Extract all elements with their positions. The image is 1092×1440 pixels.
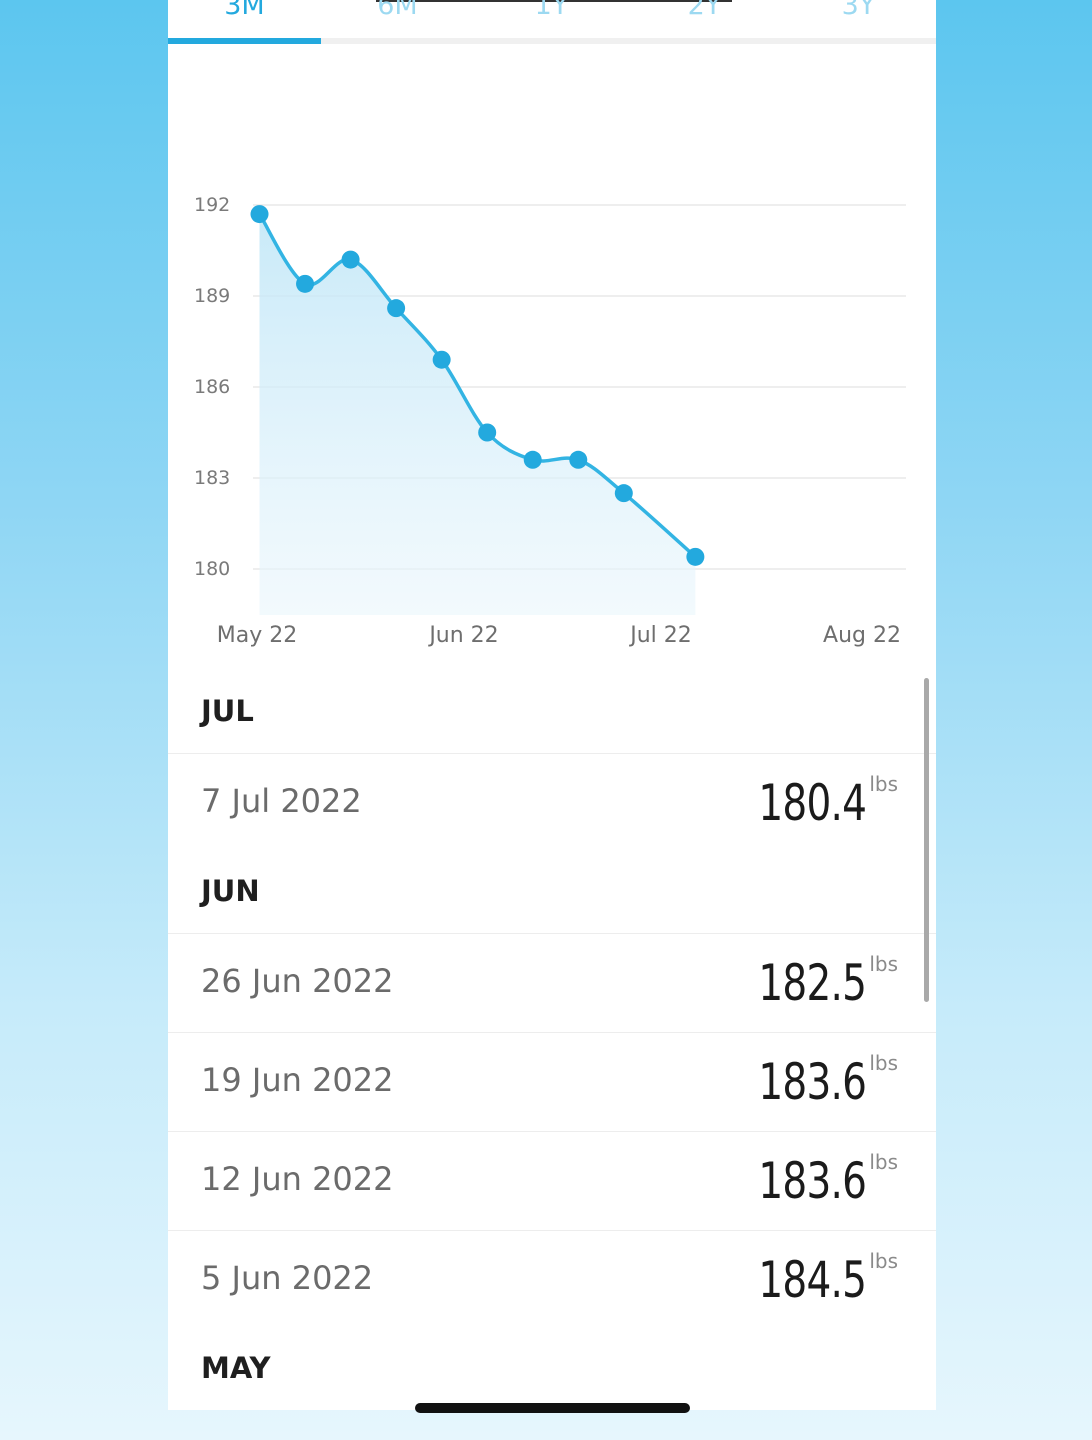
- y-tick-label: 192: [194, 194, 230, 216]
- x-tick-label: May 22: [217, 623, 297, 648]
- y-tick-label: 186: [194, 376, 230, 398]
- entry-date: 12 Jun 2022: [201, 1160, 394, 1198]
- entry-weight: 184.5: [758, 1251, 867, 1309]
- list-scrollbar[interactable]: [924, 678, 929, 1002]
- entry-unit: lbs: [869, 772, 898, 796]
- entry-date: 7 Jul 2022: [201, 782, 362, 820]
- entry-date: 26 Jun 2022: [201, 962, 394, 1000]
- tab-3y[interactable]: 3Y: [841, 0, 876, 21]
- data-point[interactable]: [569, 450, 588, 469]
- list-item[interactable]: 12 Jun 2022 183.6 lbs: [168, 1131, 936, 1230]
- entry-weight: 183.6: [758, 1053, 867, 1111]
- data-point[interactable]: [686, 547, 705, 566]
- data-point[interactable]: [432, 350, 451, 369]
- x-tick-label: Jun 22: [427, 623, 498, 648]
- tab-3m[interactable]: 3M: [224, 0, 265, 21]
- list-item[interactable]: 5 Jun 2022 184.5 lbs: [168, 1230, 936, 1329]
- section-header-may: MAY: [201, 1351, 271, 1385]
- section-header-jun: JUN: [201, 874, 260, 908]
- data-point[interactable]: [296, 274, 315, 293]
- x-tick-label: Jul 22: [628, 623, 692, 648]
- entry-date: 5 Jun 2022: [201, 1259, 374, 1297]
- tab-2y[interactable]: 2Y: [687, 0, 722, 21]
- list-item[interactable]: 19 Jun 2022 183.6 lbs: [168, 1032, 936, 1131]
- entry-weight: 180.4: [758, 774, 867, 832]
- y-tick-label: 183: [194, 467, 230, 489]
- y-tick-label: 189: [194, 285, 230, 307]
- entry-date: 19 Jun 2022: [201, 1061, 394, 1099]
- tab-active-indicator: [168, 38, 321, 44]
- data-point[interactable]: [523, 450, 542, 469]
- data-point[interactable]: [250, 205, 269, 224]
- entry-weight: 182.5: [758, 954, 867, 1012]
- y-tick-label: 180: [194, 558, 230, 580]
- entry-unit: lbs: [869, 1249, 898, 1273]
- x-tick-label: Aug 22: [823, 623, 901, 648]
- weight-history-panel: 3M 6M 1Y 2Y 3Y 192 189 186 183 180 May 22 Jun…: [168, 0, 936, 1410]
- list-item[interactable]: 7 Jul 2022 180.4 lbs: [168, 753, 936, 852]
- entry-unit: lbs: [869, 1150, 898, 1174]
- home-indicator[interactable]: [415, 1403, 690, 1413]
- tab-6m[interactable]: 6M: [377, 0, 418, 21]
- weight-chart: 192 189 186 183 180 May 22 Jun 22 Jul 22 Aug 22: [194, 194, 906, 648]
- time-range-tabs: 3M 6M 1Y 2Y 3Y: [168, 0, 936, 44]
- data-point[interactable]: [478, 423, 497, 442]
- data-point[interactable]: [341, 250, 360, 269]
- list-item[interactable]: 26 Jun 2022 182.5 lbs: [168, 933, 936, 1032]
- entry-unit: lbs: [869, 952, 898, 976]
- chart-series-line: [258, 213, 697, 559]
- tab-top-divider: [376, 0, 732, 2]
- entry-weight: 183.6: [758, 1152, 867, 1210]
- tab-track: [168, 38, 936, 44]
- chart-area-fill: [259, 214, 696, 615]
- tab-1y[interactable]: 1Y: [534, 0, 569, 21]
- data-point[interactable]: [387, 299, 406, 318]
- entry-unit: lbs: [869, 1051, 898, 1075]
- data-point[interactable]: [614, 484, 633, 503]
- section-header-jul: JUL: [201, 694, 254, 728]
